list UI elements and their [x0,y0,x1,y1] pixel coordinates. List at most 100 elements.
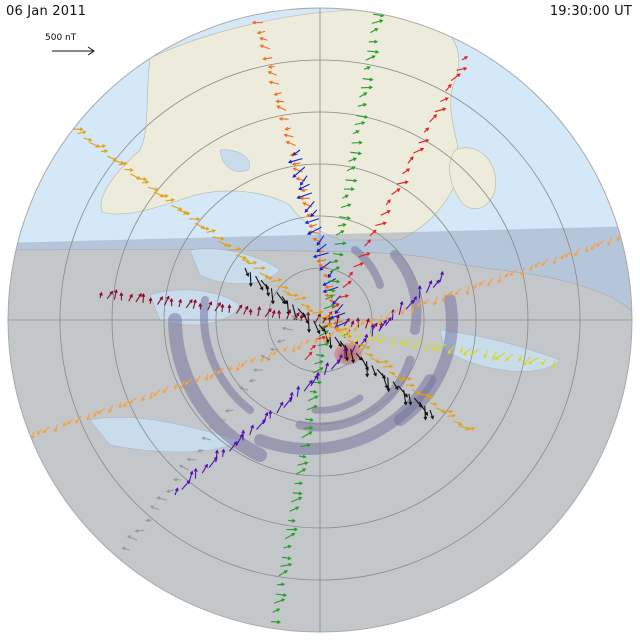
field-vector [268,636,276,640]
field-vector-head [308,431,313,435]
field-vector-head [256,30,261,35]
field-vector [397,385,408,398]
field-vector-head [324,285,329,290]
field-vector-head [266,292,271,297]
field-vector-head [129,293,133,298]
field-vector-head [156,496,161,501]
field-vector-head [350,320,355,325]
field-vector-head [238,386,243,390]
field-vector-head [312,237,317,242]
field-vector [328,280,340,283]
field-vector [350,348,355,363]
field-vector [370,28,378,34]
field-vector-head [97,410,102,415]
field-vector-head [178,298,183,303]
field-vector-head [368,85,374,90]
field-vector-head [347,203,352,208]
field-vector [184,378,193,385]
field-vector [413,148,424,154]
field-vector [470,348,480,356]
field-vector [271,621,280,623]
field-vector-head [399,300,404,305]
field-vector-head [257,305,262,311]
purple-chain [174,270,444,496]
field-vector [369,229,377,237]
field-vector [412,296,417,305]
field-vector [365,353,373,357]
field-vector-head [308,224,313,228]
field-vector [403,339,413,346]
field-vector-head [170,198,176,203]
field-vector-head [584,248,589,253]
field-vector-head [436,279,441,284]
field-vector [249,272,252,286]
field-vector [11,436,19,443]
field-vector [318,324,326,332]
field-vector-head [473,285,477,290]
field-vector-head [325,342,330,347]
field-vector [377,335,388,343]
field-vector-head [217,302,221,307]
field-vector [240,359,248,367]
field-vector-head [88,137,93,142]
field-vector [95,145,106,148]
field-vector-head [259,286,264,291]
field-vector-head [425,127,430,132]
field-vector [344,345,348,361]
field-vector-head [245,272,250,277]
field-vector [244,267,249,277]
field-vector-head [340,230,345,234]
field-vector-head [410,309,415,314]
field-vector [355,352,363,361]
field-vector [235,254,247,260]
field-vector [218,240,228,247]
field-vector [272,349,280,355]
field-vector [187,458,197,461]
field-vector-head [230,395,235,399]
field-vector-head [284,285,289,290]
field-vector [316,243,327,252]
field-vector [319,260,332,271]
field-vector [178,299,182,308]
field-vector [350,151,361,155]
field-vector-head [113,559,119,563]
field-vector [450,73,461,82]
field-vector-head [328,310,333,315]
field-vector-head [145,518,150,523]
field-vector-head [590,246,595,251]
field-vector-head [373,322,378,327]
field-vector [351,141,362,144]
field-vector-head [560,255,565,260]
field-vector-head [281,598,286,603]
field-vector-head [329,294,334,299]
field-vector-head [252,368,257,372]
field-vector-head [355,130,360,134]
field-vector-head [277,629,282,632]
field-vector-head [118,404,123,409]
field-vector [308,395,318,402]
field-vector [356,114,368,118]
field-vector-head [104,149,109,154]
field-vector-head [416,303,421,308]
field-vector [263,57,273,60]
field-vector-head [430,415,434,420]
field-vector [265,284,270,296]
field-vector [337,223,346,227]
field-vector [334,320,348,328]
field-vector-head [371,337,376,342]
field-vector [305,418,313,421]
field-vector-head [113,288,118,294]
field-vector-head [275,99,280,104]
field-vector-head [141,292,146,297]
field-vector-head [21,439,25,444]
field-vector [534,261,541,268]
field-vector-head [369,77,374,82]
field-vector-head [378,3,381,6]
field-vector-head [269,347,274,352]
field-vector [325,295,334,300]
field-vector [432,280,440,288]
field-vector-head [335,326,340,331]
field-vector-head [390,343,395,348]
field-vector [289,506,299,512]
field-vector [371,324,374,337]
